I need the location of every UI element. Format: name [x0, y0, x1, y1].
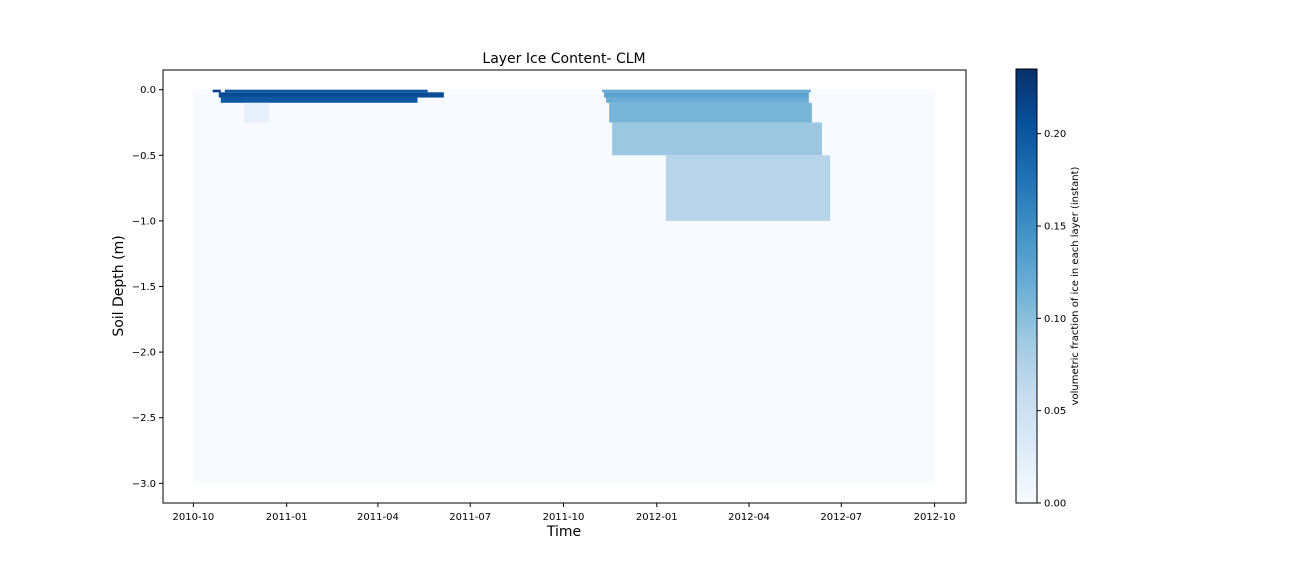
x-tick-label: 2011-10 — [543, 512, 585, 523]
colorbar-ticks: 0.00 0.05 0.10 0.15 0.20 — [1037, 129, 1066, 510]
chart-title: Layer Ice Content- CLM — [482, 51, 645, 67]
ice-cell — [612, 122, 823, 156]
x-tick-label: 2011-04 — [357, 512, 399, 523]
x-axis: 2010-10 2011-01 2011-04 2011-07 2011-10 2012-… — [173, 503, 956, 523]
x-tick-label: 2012-04 — [728, 512, 770, 523]
plot-area: 2010-10 2011-01 2011-04 2011-07 2011-10 2012-… — [132, 69, 967, 523]
y-tick-label: −1.0 — [132, 216, 156, 227]
colorbar: 0.00 0.05 0.10 0.15 0.20 volumetric fraction… — [1015, 68, 1081, 510]
x-tick-label: 2010-10 — [173, 512, 215, 523]
ice-cell — [606, 97, 809, 103]
ice-cell — [609, 102, 812, 123]
x-axis-label: Time — [546, 524, 581, 540]
x-tick-label: 2011-01 — [266, 512, 308, 523]
x-tick-label: 2012-07 — [820, 512, 862, 523]
colorbar-tick-label: 0.15 — [1044, 221, 1066, 232]
ice-cell — [218, 92, 444, 98]
ice-cell — [244, 102, 270, 123]
ice-field-background — [193, 89, 935, 484]
x-tick-label: 2011-07 — [449, 512, 491, 523]
y-axis-label: Soil Depth (m) — [111, 235, 127, 336]
y-tick-label: −1.5 — [132, 282, 156, 293]
ice-cell — [212, 89, 221, 93]
x-tick-label: 2012-01 — [636, 512, 678, 523]
ice-cells — [212, 89, 831, 221]
ice-cell — [220, 97, 418, 103]
colorbar-gradient — [1015, 68, 1038, 504]
ice-cell — [665, 155, 831, 221]
y-tick-label: −3.0 — [132, 479, 156, 490]
colorbar-tick-label: 0.00 — [1044, 499, 1066, 510]
x-tick-label: 2012-10 — [914, 512, 956, 523]
y-axis: 0.0 −0.5 −1.0 −1.5 −2.0 −2.5 −3.0 — [132, 85, 163, 490]
colorbar-label: volumetric fraction of ice in each layer… — [1070, 166, 1081, 405]
y-tick-label: 0.0 — [140, 85, 156, 96]
colorbar-tick-label: 0.20 — [1044, 129, 1066, 140]
ice-cell — [224, 89, 428, 93]
colorbar-tick-label: 0.05 — [1044, 406, 1066, 417]
y-tick-label: −2.0 — [132, 348, 156, 359]
y-tick-label: −0.5 — [132, 151, 156, 162]
ice-cell — [604, 92, 809, 98]
colorbar-tick-label: 0.10 — [1044, 314, 1066, 325]
y-tick-label: −2.5 — [132, 413, 156, 424]
ice-cell — [602, 89, 811, 93]
